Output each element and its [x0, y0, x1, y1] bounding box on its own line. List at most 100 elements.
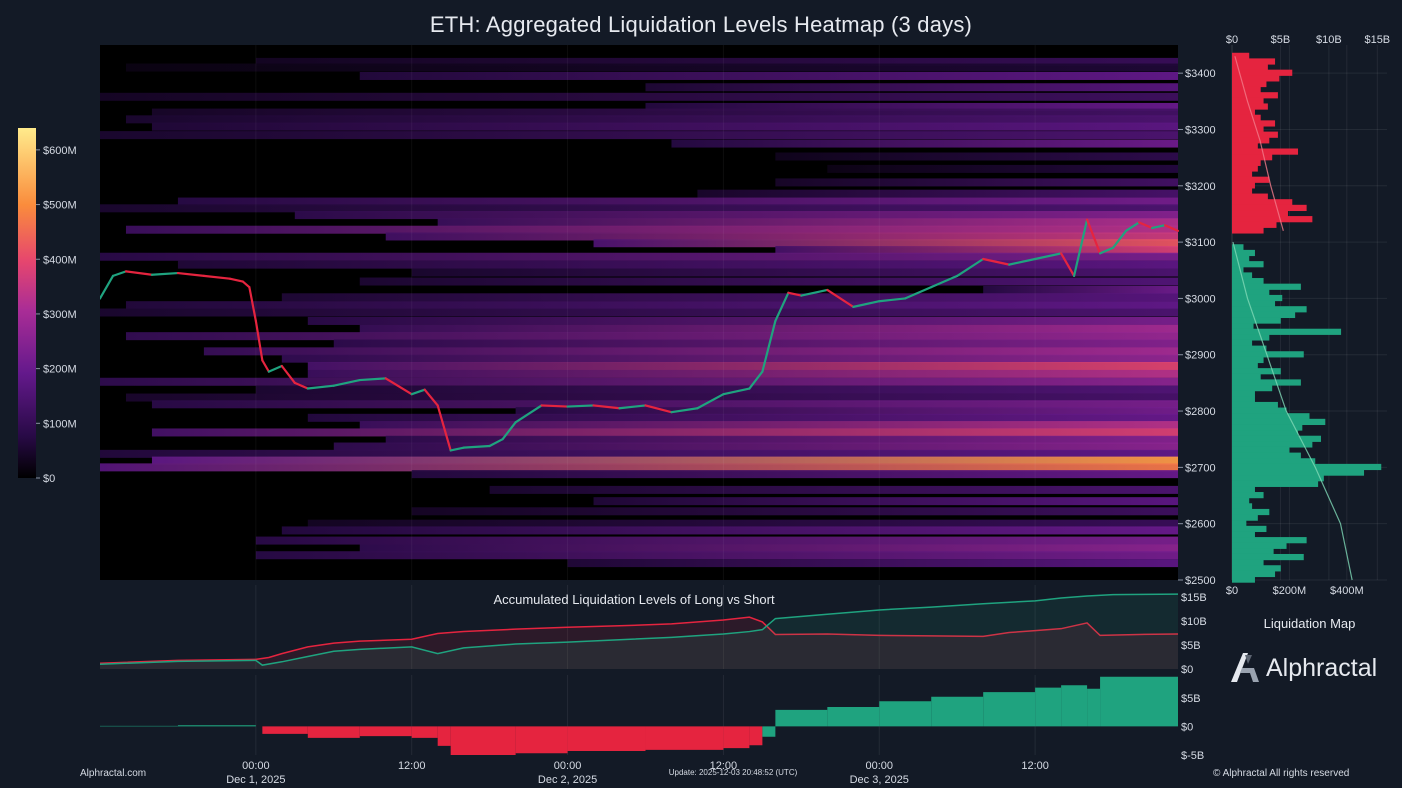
date-axis-label: Dec 3, 2025	[850, 774, 909, 785]
liq-map-top-tick: $5B	[1271, 35, 1291, 46]
diff-axis-label: $5B	[1181, 693, 1201, 705]
liquidation-level-band	[411, 268, 1179, 277]
liquidation-level-band	[307, 519, 1178, 528]
liquidation-level-band	[437, 218, 1178, 227]
diff-area-step	[1061, 685, 1088, 727]
price-segment	[124, 270, 154, 276]
price-segment	[670, 407, 699, 414]
price-segment	[696, 393, 725, 410]
liquidation-level-band	[125, 63, 1178, 72]
liquidation-level-band	[359, 544, 1178, 553]
liq-map-bar-short	[1232, 187, 1253, 195]
liq-map-bar-long	[1232, 407, 1287, 414]
liq-map-bar-long	[1232, 537, 1307, 544]
liq-map-bar-long	[1232, 328, 1342, 335]
price-axis-label: $3400	[1185, 68, 1216, 80]
colorbar-tick-label: $400M	[43, 254, 77, 266]
price-segment	[800, 288, 829, 297]
price-segment	[254, 319, 264, 362]
colorbar: $600M $500M $400M $300M $200M $100M $0	[18, 128, 77, 485]
liq-map-bar-long	[1232, 255, 1250, 262]
liquidation-level-band	[697, 189, 1178, 198]
acc-axis-label: $0	[1181, 664, 1193, 675]
liq-map-bar-long	[1232, 379, 1301, 386]
liquidation-level-band	[645, 83, 1178, 92]
liq-map-bar-long	[1232, 311, 1296, 319]
acc-axis-label: $10B	[1181, 616, 1207, 628]
price-axis-label: $2900	[1185, 350, 1216, 362]
liq-map-bottom-tick: $400M	[1330, 585, 1364, 595]
liq-map-bar-long	[1232, 413, 1310, 420]
time-axis-label: 12:00	[1021, 760, 1049, 772]
liq-map-bar-short	[1232, 120, 1276, 127]
price-segment	[618, 404, 647, 410]
liq-map-bar-long	[1232, 525, 1267, 533]
colorbar-tick-label: $200M	[43, 364, 77, 376]
liquidation-level-band	[307, 369, 1178, 378]
liquidation-level-band	[100, 463, 1178, 472]
price-axis-label: $2500	[1185, 575, 1216, 587]
liq-map-bar-long	[1232, 401, 1278, 409]
liquidation-level-band	[775, 178, 1178, 187]
price-segment	[1150, 224, 1167, 230]
liquidation-map-label: Liquidation Map	[1263, 616, 1356, 631]
liq-map-bar-long	[1232, 576, 1255, 583]
liq-map-bar-long	[1232, 553, 1304, 561]
liquidation-level-band	[775, 245, 1178, 254]
liq-map-bar-short	[1232, 86, 1261, 93]
time-axis-label: 00:00	[554, 760, 582, 772]
liq-map-bar-long	[1232, 469, 1365, 476]
diff-area-step	[1100, 675, 1178, 727]
liquidation-level-band	[151, 400, 1179, 409]
colorbar-gradient	[18, 128, 36, 478]
time-axis-label: 12:00	[710, 760, 738, 772]
footer-copyright: © Alphractal All rights reserved	[1213, 768, 1350, 779]
liquidation-level-band	[333, 442, 1178, 451]
liq-map-bottom-tick: $200M	[1273, 585, 1307, 595]
price-segment	[248, 286, 257, 323]
liq-map-bar-short	[1232, 114, 1261, 121]
liq-map-bar-long	[1232, 244, 1244, 251]
liquidation-level-band	[203, 347, 1178, 356]
price-segment	[1060, 252, 1076, 277]
liq-map-top-tick: $0	[1226, 35, 1238, 46]
diff-area-step	[879, 696, 932, 727]
liquidation-level-band	[255, 536, 1179, 545]
liq-map-bar-short	[1232, 103, 1268, 110]
diff-area-step	[723, 726, 750, 749]
liquidation-level-band	[307, 413, 1178, 422]
time-axis-label: 00:00	[242, 760, 270, 772]
price-segment	[150, 271, 180, 276]
price-segment	[644, 404, 673, 414]
liq-map-bar-short	[1232, 131, 1278, 138]
liquidation-level-band	[593, 497, 1178, 506]
liquidation-level-band	[177, 197, 1178, 206]
liquidation-level-band	[307, 316, 1178, 325]
liq-map-bar-long	[1232, 418, 1326, 426]
liquidation-level-band	[333, 339, 1178, 348]
acc-line-long	[100, 593, 1179, 666]
cumulative-short-curve	[1234, 56, 1284, 232]
liq-map-bar-long	[1232, 294, 1283, 302]
diff-area-step	[100, 725, 178, 727]
liquidation-level-band	[671, 139, 1178, 148]
liq-map-bar-short	[1232, 92, 1278, 99]
price-axis-label: $3100	[1185, 237, 1216, 249]
price-segment	[100, 274, 115, 300]
price-axis-label: $3300	[1185, 124, 1216, 136]
price-segment	[410, 388, 426, 396]
price-segment	[241, 280, 251, 289]
liq-map-bar-long	[1232, 261, 1264, 268]
price-segment	[488, 438, 504, 448]
diff-axis-label: $0	[1181, 721, 1193, 733]
price-axis-label: $2800	[1185, 406, 1216, 418]
liquidation-level-band	[983, 285, 1178, 294]
liq-map-bar-short	[1232, 182, 1255, 189]
time-axis-label: 12:00	[398, 760, 426, 772]
price-segment	[904, 286, 933, 300]
price-segment	[332, 378, 361, 387]
liq-map-bar-long	[1232, 396, 1255, 403]
liq-map-bar-long	[1232, 362, 1258, 369]
liq-map-bar-short	[1232, 142, 1258, 150]
price-segment	[1137, 221, 1154, 230]
